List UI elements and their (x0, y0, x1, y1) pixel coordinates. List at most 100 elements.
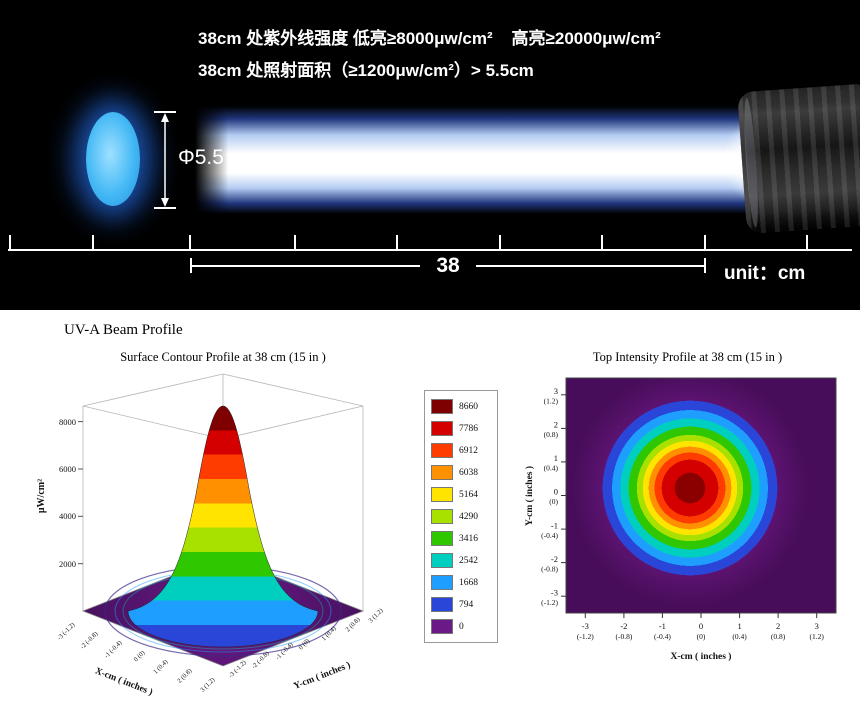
y-tick-label: 3 (1.2) (367, 607, 384, 624)
legend-swatch (431, 619, 453, 634)
z-tick-label: 8000 (59, 417, 76, 427)
legend-swatch (431, 487, 453, 502)
x-axis-title: X-cm ( inches ) (671, 651, 732, 662)
uv-beam (195, 106, 750, 214)
y-tick-sublabel: (0) (549, 497, 558, 506)
spec-line-1: 38cm 处紫外线强度 低亮≥8000μw/cm² 高亮≥20000μw/cm² (198, 29, 661, 48)
x-tick-label: 3 (815, 621, 819, 631)
ruler-scale (8, 235, 852, 251)
y-tick-sublabel: (1.2) (544, 397, 559, 406)
y-tick-sublabel: (-0.8) (541, 564, 558, 573)
legend-swatch (431, 553, 453, 568)
y-tick-label: -2 (551, 554, 558, 564)
y-axis-title: Y-cm ( inches ) (524, 466, 535, 526)
legend-value: 1668 (459, 577, 478, 588)
beam-profile-section: UV-A Beam Profile Surface Contour Profil… (0, 310, 860, 710)
y-axis-title: Y-cm ( inches ) (292, 660, 352, 692)
heatmap-y-ticks (561, 394, 566, 597)
legend-row: 4290 (431, 509, 491, 524)
legend-swatch (431, 421, 453, 436)
y-tick-label: 0 (554, 487, 558, 497)
x-tick-label: -3 (-1.2) (56, 621, 76, 641)
legend-row: 0 (431, 619, 491, 634)
heatmap-chart-title: Top Intensity Profile at 38 cm (15 in ) (592, 350, 783, 364)
legend-value: 7786 (459, 423, 478, 434)
legend-row: 3416 (431, 531, 491, 546)
x-tick-sublabel: (1.2) (810, 632, 825, 641)
legend-value: 2542 (459, 555, 478, 566)
y-tick-label: 3 (554, 386, 558, 396)
flashlight-head (737, 83, 860, 235)
bracket-left-cap (190, 258, 192, 273)
legend-row: 6038 (431, 465, 491, 480)
legend-value: 8660 (459, 401, 478, 412)
y-tick-label: 2 (0.8) (344, 616, 361, 633)
x-tick-sublabel: (-0.4) (654, 632, 671, 641)
x-tick-label: -2 (620, 621, 627, 631)
y-tick-sublabel: (-0.4) (541, 531, 558, 540)
x-tick-label: -2 (-0.8) (79, 630, 99, 650)
distance-bracket: 38 (190, 254, 707, 277)
legend-swatch (431, 531, 453, 546)
x-tick-label: -1 (-0.4) (103, 639, 123, 659)
x-tick-label: 0 (699, 621, 703, 631)
surface-chart-title: Surface Contour Profile at 38 cm (15 in … (120, 350, 326, 364)
color-scale-legend: 8660 7786 6912 6038 5164 4290 3416 2542 … (424, 390, 498, 643)
y-tick-sublabel: (-1.2) (541, 598, 558, 607)
legend-value: 5164 (459, 489, 478, 500)
y-tick-label: 1 (0.4) (320, 625, 337, 642)
legend-value: 0 (459, 621, 464, 632)
z-tick-label: 2000 (59, 559, 76, 569)
section-heading: UV-A Beam Profile (64, 322, 183, 338)
unit-label: unit：cm (724, 263, 806, 284)
surface-chart: 8000 6000 4000 2000 μW/cm² -3 (-1.2) -2 … (36, 373, 385, 696)
x-tick-label: -3 (582, 621, 589, 631)
legend-row: 7786 (431, 421, 491, 436)
x-tick-label: 2 (0.8) (176, 667, 193, 684)
legend-swatch (431, 399, 453, 414)
legend-swatch (431, 465, 453, 480)
y-tick-label: 2 (554, 420, 558, 430)
diameter-dimension-arrow (154, 111, 176, 209)
y-tick-label: 1 (554, 453, 558, 463)
legend-row: 8660 (431, 399, 491, 414)
legend-value: 6038 (459, 467, 478, 478)
legend-value: 4290 (459, 511, 478, 522)
y-tick-label: -1 (551, 520, 558, 530)
legend-swatch (431, 575, 453, 590)
surface-frame (82, 373, 364, 611)
bracket-line-left (192, 264, 421, 267)
z-tick-label: 4000 (59, 511, 76, 521)
x-tick-sublabel: (-0.8) (615, 632, 632, 641)
legend-value: 794 (459, 599, 474, 610)
x-tick-sublabel: (0) (697, 632, 706, 641)
legend-row: 1668 (431, 575, 491, 590)
beam-spot (86, 112, 140, 206)
legend-swatch (431, 597, 453, 612)
x-tick-sublabel: (0.4) (732, 632, 747, 641)
legend-value: 3416 (459, 533, 478, 544)
bracket-line-right (475, 264, 705, 267)
legend-swatch (431, 443, 453, 458)
x-tick-sublabel: (0.8) (771, 632, 786, 641)
x-tick-label: 0 (0) (133, 649, 147, 663)
legend-value: 6912 (459, 445, 478, 456)
gaussian-surface (127, 405, 319, 648)
heatmap-plot (565, 377, 837, 614)
y-tick-label: -3 (551, 587, 558, 597)
z-tick-label: 6000 (59, 464, 76, 474)
distance-value: 38 (436, 254, 460, 277)
z-axis (78, 421, 83, 565)
heatmap-x-ticks (584, 613, 818, 618)
z-axis-title: μW/cm² (36, 479, 47, 513)
x-tick-label: -1 (659, 621, 666, 631)
x-tick-sublabel: (-1.2) (577, 632, 594, 641)
legend-row: 794 (431, 597, 491, 612)
legend-row: 6912 (431, 443, 491, 458)
x-tick-label: 1 (737, 621, 741, 631)
y-tick-sublabel: (0.8) (544, 430, 559, 439)
spec-line-2: 38cm 处照射面积（≥1200μw/cm²）> 5.5cm (198, 61, 534, 80)
heatmap-chart: 3 (1.2) 2 (0.8) 1 (0.4) 0 (0) -1 (-0.4) … (524, 377, 837, 662)
legend-row: 5164 (431, 487, 491, 502)
